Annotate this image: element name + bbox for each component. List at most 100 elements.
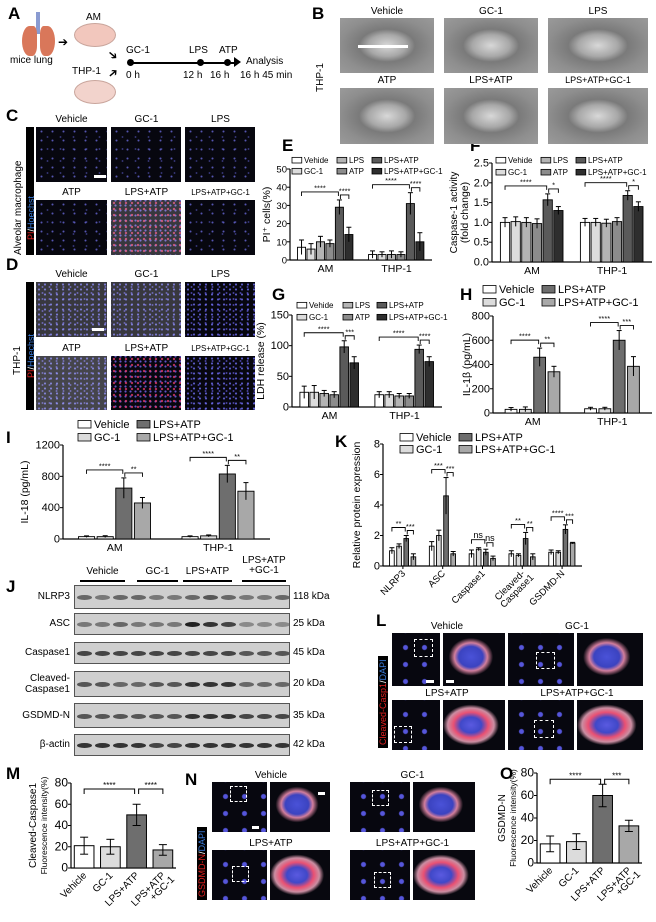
stain-label: PI/Hoechst: [26, 334, 36, 378]
bar: [334, 206, 344, 261]
blot-row: [74, 734, 290, 756]
condition-label: GC-1: [400, 770, 425, 781]
legend-item: LPS+ATP: [376, 301, 424, 310]
x-tick-label: LPS+ATP: [595, 865, 634, 904]
bar: [403, 538, 410, 567]
bar: [533, 356, 547, 414]
significance-bracket: [431, 469, 446, 474]
legend-swatch: [376, 313, 388, 321]
bar: [436, 535, 442, 567]
blot-band: [131, 651, 146, 656]
significance-bracket: [549, 778, 602, 785]
blot-band: [185, 682, 200, 687]
y-axis-label: (fold change): [459, 182, 471, 243]
molecular-weight-label: 118 kDa: [293, 591, 330, 602]
timeline-event: Analysis: [246, 56, 284, 67]
condition-label: Vehicle: [370, 6, 404, 17]
significance-bracket: [526, 527, 534, 532]
x-tick-label: AM: [322, 410, 338, 422]
significance-bracket: [86, 469, 124, 474]
legend-item: ATP: [540, 168, 568, 177]
y-tick-label: 4: [374, 500, 380, 512]
bar: [531, 223, 543, 263]
timeline-dot: [197, 59, 204, 66]
bar: [339, 346, 349, 408]
bar: [410, 556, 417, 567]
row-label: THP-1: [12, 346, 23, 375]
significance-label: ****: [393, 329, 405, 338]
trachea-icon: [36, 12, 40, 34]
significance-label: ****: [410, 179, 422, 188]
blot-band: [131, 743, 146, 748]
x-tick-label: AM: [524, 265, 540, 277]
bar: [584, 408, 597, 414]
blot-band: [131, 622, 146, 627]
protein-label: Caspase1: [24, 647, 70, 658]
significance-label: ****: [519, 332, 531, 341]
legend-swatch: [291, 167, 303, 175]
bar: [612, 339, 626, 414]
significance-label: **: [396, 519, 402, 528]
legend-item: LPS+ATP: [371, 156, 419, 165]
blot-band: [77, 682, 92, 687]
bar: [306, 248, 316, 261]
legend-item: GC-1: [291, 167, 324, 176]
fluorescence-image: [392, 700, 440, 750]
blot-band: [167, 622, 182, 627]
legend-label: Vehide: [508, 156, 533, 165]
timeline-time: 16 h 45 min: [240, 70, 293, 81]
zoomed-fluorescence-image: [577, 700, 643, 750]
y-tick-label: 800: [42, 471, 60, 483]
legend-swatch: [136, 420, 151, 429]
x-tick-label: Caspase1: [450, 568, 488, 606]
legend-item: GC-1: [495, 168, 528, 177]
legend-item: LPS: [342, 301, 370, 310]
x-tick-label: Caspase1: [498, 572, 536, 610]
blot-band: [203, 595, 218, 600]
y-tick-label: 1200: [36, 440, 60, 452]
legend-label: Vehicle: [416, 432, 451, 444]
bar: [633, 206, 644, 263]
bar: [415, 241, 425, 261]
y-tick-label: 50: [276, 165, 287, 176]
blot-band: [257, 682, 272, 687]
stain-red-label: GSDMD-N: [197, 854, 207, 897]
bar: [618, 825, 640, 864]
zoomed-fluorescence-image: [270, 782, 330, 832]
petri-dish-thp1-icon: [74, 80, 116, 104]
panel-label-j: J: [6, 577, 16, 596]
blot-band: [149, 651, 164, 656]
legend-item: LPS+ATP: [541, 284, 606, 296]
bar: [499, 221, 511, 263]
y-tick-label: 80: [521, 766, 535, 780]
stain-pi: PI: [26, 369, 36, 378]
significance-bracket: [410, 187, 421, 192]
blot-band: [275, 713, 289, 719]
bar: [627, 365, 640, 414]
blot-band: [257, 713, 272, 719]
legend-item: LPS+ATP+GC-1: [136, 432, 234, 444]
blot-band: [203, 713, 218, 719]
timeline-dot: [127, 59, 134, 66]
significance-label: ***: [565, 511, 574, 520]
blot-band: [113, 682, 128, 687]
bar: [374, 394, 384, 408]
significance-label: **: [527, 519, 533, 528]
blot-band: [239, 743, 254, 748]
zoomed-fluorescence-image: [413, 850, 475, 900]
blot-row: [74, 671, 290, 697]
zoomed-fluorescence-image: [413, 782, 475, 832]
timeline-dot: [224, 59, 231, 66]
zoom-region-box: [372, 790, 389, 806]
y-axis-label: Relative protein expression: [351, 442, 363, 569]
x-tick-label: Vehicle: [525, 865, 556, 896]
blot-band: [185, 622, 200, 627]
molecular-weight-label: 20 kDa: [293, 678, 325, 689]
significance-bracket: [419, 339, 430, 345]
y-tick-label: 200: [472, 383, 490, 395]
lung-right-icon: [40, 26, 55, 56]
cell-label-thp1: THP-1: [72, 66, 101, 77]
bar: [73, 845, 95, 869]
